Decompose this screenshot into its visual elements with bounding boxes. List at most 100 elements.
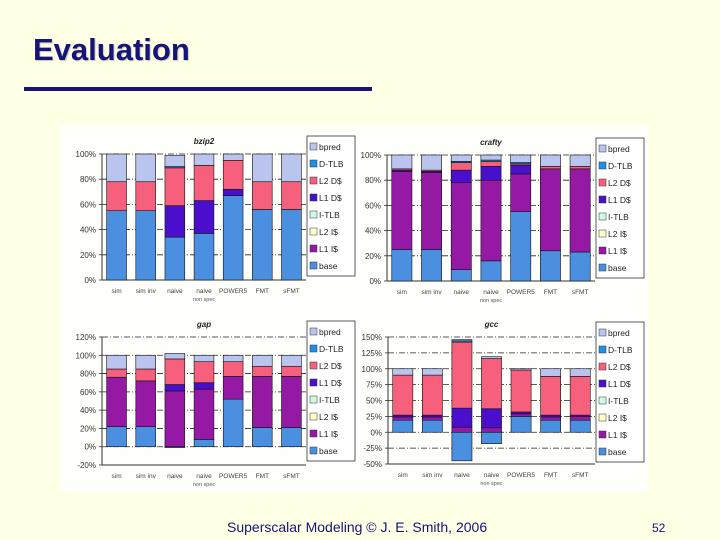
gap-bar-segment-l2-d- [222, 361, 244, 377]
bzip2-bar-segment-base [252, 209, 273, 281]
bzip2-bar-segment-l2-d- [164, 167, 186, 206]
gap-ytick-label: 120% [76, 333, 96, 342]
gcc-bar-segment-base [510, 416, 532, 433]
gap-legend-label: L2 D$ [319, 361, 342, 371]
bzip2-bar-segment-l1-d- [164, 205, 186, 238]
bzip2-category-label: naive [167, 288, 183, 295]
gap-bar-segment-l1-i- [281, 376, 302, 428]
gcc-category-sublabel: non spec [480, 481, 503, 487]
gcc-bar-segment-base [481, 431, 502, 444]
bzip2-legend-swatch [309, 176, 318, 185]
gcc-legend-label: L1 I$ [608, 430, 627, 440]
title-underline [24, 87, 372, 91]
crafty-bar-segment-bpred [450, 154, 472, 162]
gap-legend-label: D-TLB [319, 344, 344, 354]
crafty-bar-segment-l1-i- [421, 172, 442, 250]
crafty-legend-label: D-TLB [608, 161, 633, 171]
crafty-bar-segment-base [480, 260, 502, 282]
gcc-bar-segment-base [392, 419, 414, 433]
bzip2-ytick-label: 40% [80, 226, 96, 235]
gap-legend [306, 320, 356, 462]
crafty-bar-segment-base [510, 211, 532, 282]
crafty-bar-segment-l1-i- [450, 182, 472, 270]
gcc-legend-label: L2 I$ [608, 413, 627, 423]
gcc-bar-segment-l1-i- [540, 416, 561, 421]
gcc-bar-segment-base [540, 419, 561, 433]
gcc-bar-segment-l1-i- [481, 427, 502, 433]
bzip2-bar-segment-l2-d- [193, 165, 215, 201]
crafty-legend-swatch [598, 144, 607, 153]
gap-legend-swatch [309, 344, 318, 353]
gap-ytick-label: -20% [77, 461, 96, 470]
crafty-legend-label: I-TLB [608, 212, 629, 222]
bzip2-bar-segment-bpred [106, 153, 127, 183]
bzip2-legend-label: L1 I$ [319, 244, 338, 254]
crafty-bar-segment-bpred [569, 154, 591, 167]
bzip2-bar-segment-base [222, 195, 244, 281]
gap-title: gap [196, 320, 211, 329]
crafty-bar-segment-l1-i- [569, 168, 591, 253]
crafty-bar-segment-bpred [421, 154, 442, 171]
gap-legend-swatch [309, 378, 318, 387]
crafty-bar-segment-base [569, 251, 591, 282]
gcc-bar-segment-bpred [569, 368, 591, 377]
gap-ytick-label: 80% [80, 370, 96, 379]
bzip2-title: bzip2 [194, 137, 215, 146]
gap-bar-segment-l1-i- [252, 376, 273, 428]
crafty-legend-swatch [598, 161, 607, 170]
gcc-bar-segment-bpred [540, 368, 561, 377]
bzip2-legend-label: base [319, 261, 338, 271]
gcc-category-label: sFMT [572, 472, 589, 479]
gap-bar-segment-bpred [222, 354, 244, 362]
gap-bar-segment-l2-d- [193, 361, 215, 384]
gap-bar-segment-base [106, 426, 127, 448]
crafty-category-label: sim [397, 289, 407, 296]
crafty-category-label: FMT [544, 289, 557, 296]
gap-legend-label: bpred [319, 327, 341, 337]
gcc-legend-swatch [598, 328, 607, 337]
crafty-legend-label: L1 I$ [608, 246, 627, 256]
gcc-bar-segment-l2-d- [422, 374, 443, 416]
gcc-legend-label: L2 D$ [608, 362, 631, 372]
gap-bar-segment-l2-d- [106, 368, 127, 378]
crafty-bar-segment-l1-d- [510, 164, 532, 175]
bzip2-bar-segment-base [135, 210, 156, 281]
crafty-legend-swatch [598, 229, 607, 238]
gap-legend-swatch [309, 395, 318, 404]
crafty-bar-segment-bpred [510, 154, 532, 163]
bzip2-bar-segment-base [193, 233, 215, 281]
gcc-legend-swatch [598, 447, 607, 456]
gcc-bar-segment-l1-i- [451, 426, 473, 433]
gap-ytick-label: 0% [84, 443, 96, 452]
gcc-bar-segment-l2-d- [392, 374, 414, 416]
gcc-ytick-label: 150% [362, 333, 382, 342]
gcc-bar-segment-l1-i- [510, 413, 532, 417]
bzip2-bar-segment-l2-d- [252, 181, 273, 210]
gcc-bar-segment-l2-d- [510, 369, 532, 413]
bzip2-ytick-label: 60% [80, 200, 96, 209]
gap-bar-segment-l2-d- [281, 365, 302, 377]
slide-title: Evaluation [33, 32, 190, 67]
gap-bar-segment-l1-d- [164, 384, 186, 392]
gap-bar-segment-bpred [252, 354, 273, 367]
crafty-bar-segment-l2-d- [480, 161, 502, 167]
gap-bar-segment-base [135, 426, 156, 448]
gcc-legend-swatch [598, 362, 607, 371]
bzip2-bar-segment-base [281, 209, 302, 281]
gcc-bar-segment-l1-d- [481, 408, 502, 429]
gap-bar-segment-bpred [135, 354, 156, 370]
gap-legend-label: L1 I$ [319, 429, 338, 439]
bzip2-legend-label: L2 D$ [319, 176, 342, 186]
bzip2-bar-segment-bpred [252, 153, 273, 183]
gap-ytick-label: 60% [80, 388, 96, 397]
crafty-legend-swatch [598, 178, 607, 187]
gcc-legend-swatch [598, 379, 607, 388]
gcc-bar-segment-bpred [451, 339, 473, 342]
gcc-title: gcc [484, 320, 499, 329]
gap-legend-label: L2 I$ [319, 412, 338, 422]
bzip2-category-label: naive [196, 288, 212, 295]
gcc-bar-segment-l1-i- [392, 416, 414, 421]
crafty-bar-segment-l1-i- [480, 179, 502, 262]
gap-bar-segment-base [193, 439, 215, 448]
gap-category-sublabel: non spec [193, 482, 216, 488]
